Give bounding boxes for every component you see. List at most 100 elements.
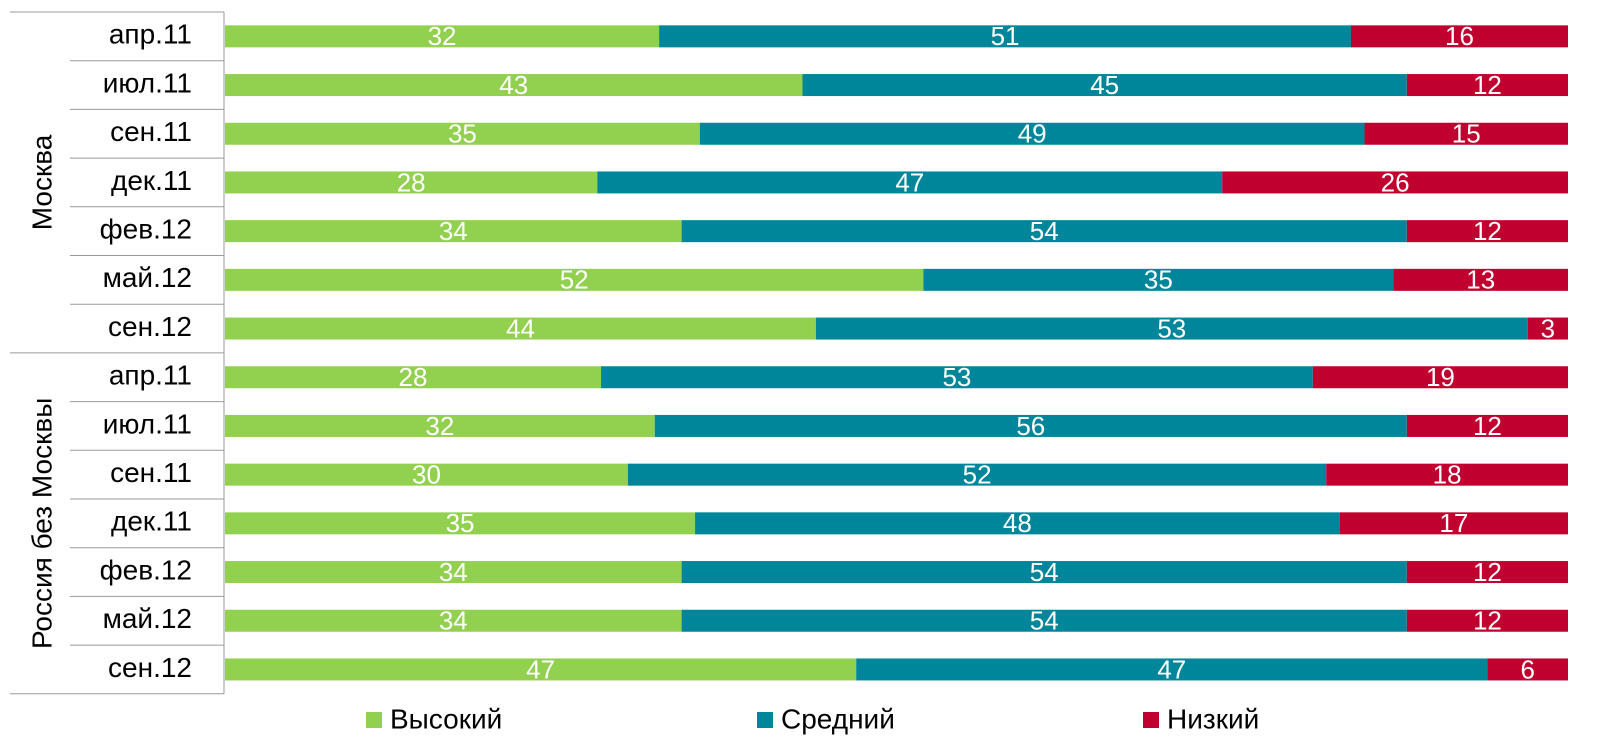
bar-segment [225,463,628,486]
bar-segment [699,122,1365,145]
category-label: июл.11 [103,67,192,98]
legend-swatch [1143,712,1159,728]
category-label: май.12 [103,262,192,293]
bar-segment [1406,561,1568,584]
bar-segment [802,74,1407,97]
value-label: 54 [1030,557,1059,587]
category-label: май.12 [103,603,192,634]
value-label: 26 [1381,167,1410,197]
value-label: 35 [446,508,475,538]
group-label: Москва [26,134,57,230]
value-label: 56 [1016,411,1045,441]
value-label: 44 [506,313,535,343]
value-label: 30 [412,460,441,490]
legend-label: Низкий [1167,703,1259,734]
bar-segment [601,366,1313,389]
bar-segment [1406,609,1568,632]
value-label: 28 [397,167,426,197]
bar-segment [225,268,924,291]
bar-segment [1527,317,1568,340]
bar-segment [1364,122,1568,145]
bar-segment [225,122,700,145]
bar-segment [695,512,1340,535]
bar-segment [1406,220,1568,243]
bar-segment [225,171,598,194]
group-label: Россия без Москвы [26,398,57,649]
legend-swatch [366,712,382,728]
value-label: 34 [439,557,468,587]
value-label: 17 [1439,508,1468,538]
bar-segment [815,317,1528,340]
bar-segment [225,609,682,632]
category-label: июл.11 [103,408,192,439]
bar-segment [659,25,1351,48]
bar-segment [856,658,1488,681]
bar-segment [1222,171,1568,194]
category-label: сен.12 [108,311,192,342]
bar-segment [225,561,682,584]
category-label: дек.11 [111,165,192,196]
bar-segment [225,512,696,535]
category-label: сен.11 [110,457,192,488]
bar-segment [225,414,655,437]
bar-segment [1312,366,1568,389]
category-label: апр.11 [109,19,192,50]
bar-segment [627,463,1327,486]
value-label: 35 [1144,265,1173,295]
bar-segment [225,74,803,97]
value-label: 54 [1030,606,1059,636]
value-label: 15 [1452,119,1481,149]
value-label: 12 [1473,411,1502,441]
bar-segment [1487,658,1568,681]
value-label: 13 [1466,265,1495,295]
legend-swatch [757,712,773,728]
value-label: 48 [1003,508,1032,538]
value-label: 52 [963,460,992,490]
value-label: 28 [399,362,428,392]
value-label: 19 [1426,362,1455,392]
bar-segment [1339,512,1568,535]
bar-segment [1406,414,1568,437]
value-label: 34 [439,216,468,246]
value-label: 12 [1473,606,1502,636]
value-label: 35 [448,119,477,149]
value-label: 47 [1157,654,1186,684]
value-label: 6 [1520,654,1534,684]
bar-segment [654,414,1407,437]
value-label: 53 [1157,313,1186,343]
value-label: 43 [499,70,528,100]
bar-segment [597,171,1223,194]
value-label: 49 [1018,119,1047,149]
value-label: 12 [1473,216,1502,246]
bar-segment [225,317,816,340]
value-label: 12 [1473,70,1502,100]
bar-segment [923,268,1394,291]
category-label: дек.11 [111,506,192,537]
bar-segment [681,609,1407,632]
bar-segment [681,561,1407,584]
value-label: 47 [895,167,924,197]
value-label: 51 [991,21,1020,51]
bar-segment [681,220,1407,243]
bar-segment [225,220,682,243]
bar-segment [225,366,602,389]
value-label: 34 [439,606,468,636]
category-label: фев.12 [100,554,192,585]
category-label: фев.12 [100,214,192,245]
bar-segment [1393,268,1568,291]
value-label: 32 [428,21,457,51]
value-label: 12 [1473,557,1502,587]
category-label: апр.11 [109,360,192,391]
category-label: сен.11 [110,116,192,147]
bar-segment [225,25,660,48]
bar-segment [1326,463,1568,486]
category-label: сен.12 [108,652,192,683]
value-label: 45 [1090,70,1119,100]
value-label: 16 [1445,21,1474,51]
bar-segment [1406,74,1568,97]
value-label: 18 [1433,460,1462,490]
value-label: 53 [942,362,971,392]
bar-segment [1350,25,1568,48]
legend-label: Высокий [390,703,502,734]
